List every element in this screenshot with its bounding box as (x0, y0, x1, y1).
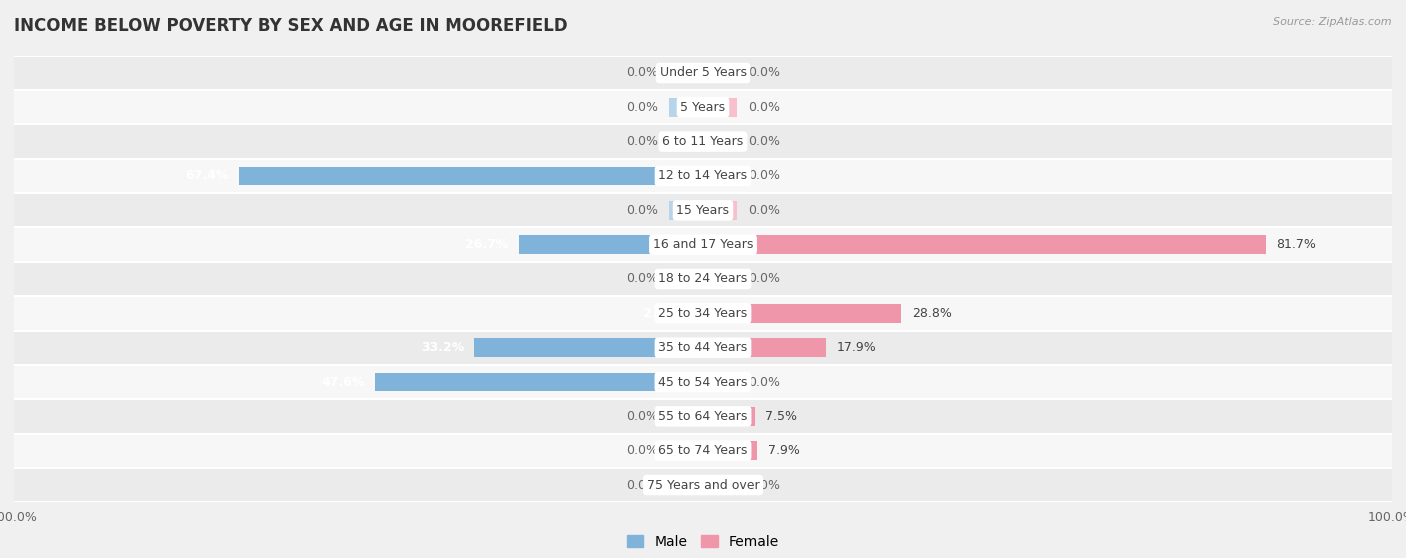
Bar (14, 296, 1392, 330)
Text: 0.0%: 0.0% (748, 170, 780, 182)
Text: 65 to 74 Years: 65 to 74 Years (658, 444, 748, 457)
Text: 0.0%: 0.0% (748, 376, 780, 388)
Bar (14, 228, 1392, 262)
Text: 0.0%: 0.0% (626, 66, 658, 79)
Bar (669, 475, 703, 494)
Text: 0.0%: 0.0% (626, 272, 658, 286)
Bar (14, 262, 1392, 296)
Bar (703, 338, 827, 357)
Text: 67.4%: 67.4% (186, 170, 228, 182)
Bar (669, 407, 703, 426)
Text: 0.0%: 0.0% (748, 135, 780, 148)
Text: 7.5%: 7.5% (765, 410, 797, 423)
Bar (519, 235, 703, 254)
Bar (375, 373, 703, 392)
Text: Under 5 Years: Under 5 Years (659, 66, 747, 79)
Text: 25 to 34 Years: 25 to 34 Years (658, 307, 748, 320)
Text: 0.0%: 0.0% (626, 204, 658, 217)
Text: 28.8%: 28.8% (911, 307, 952, 320)
Bar (14, 90, 1392, 124)
Bar (14, 330, 1392, 365)
Text: 0.0%: 0.0% (748, 66, 780, 79)
Text: 0.0%: 0.0% (626, 444, 658, 457)
Bar (703, 166, 738, 185)
Text: 0.0%: 0.0% (626, 410, 658, 423)
Bar (703, 373, 738, 392)
Text: 75 Years and over: 75 Years and over (647, 479, 759, 492)
Bar (669, 270, 703, 288)
Bar (239, 166, 703, 185)
Text: 6 to 11 Years: 6 to 11 Years (662, 135, 744, 148)
Bar (669, 201, 703, 220)
Text: Source: ZipAtlas.com: Source: ZipAtlas.com (1274, 17, 1392, 27)
Bar (14, 468, 1392, 502)
Bar (703, 98, 738, 117)
Legend: Male, Female: Male, Female (627, 535, 779, 549)
Text: 0.0%: 0.0% (626, 135, 658, 148)
Text: 0.0%: 0.0% (748, 479, 780, 492)
Bar (14, 159, 1392, 193)
Bar (14, 434, 1392, 468)
Bar (703, 475, 738, 494)
Text: 35 to 44 Years: 35 to 44 Years (658, 341, 748, 354)
Text: 0.0%: 0.0% (748, 204, 780, 217)
Text: 2.1%: 2.1% (644, 307, 678, 320)
Text: 0.0%: 0.0% (626, 479, 658, 492)
Bar (669, 98, 703, 117)
Bar (703, 270, 738, 288)
Bar (669, 441, 703, 460)
Text: 0.0%: 0.0% (748, 101, 780, 114)
Bar (14, 124, 1392, 159)
Bar (14, 365, 1392, 399)
Text: 81.7%: 81.7% (1277, 238, 1316, 251)
Bar (703, 201, 738, 220)
Text: 0.0%: 0.0% (748, 272, 780, 286)
Bar (703, 64, 738, 83)
Bar (474, 338, 703, 357)
Text: 18 to 24 Years: 18 to 24 Years (658, 272, 748, 286)
Bar (689, 304, 703, 323)
Text: 16 and 17 Years: 16 and 17 Years (652, 238, 754, 251)
Text: 26.7%: 26.7% (465, 238, 509, 251)
Text: 17.9%: 17.9% (837, 341, 876, 354)
Bar (669, 64, 703, 83)
Text: 45 to 54 Years: 45 to 54 Years (658, 376, 748, 388)
Text: 55 to 64 Years: 55 to 64 Years (658, 410, 748, 423)
Text: INCOME BELOW POVERTY BY SEX AND AGE IN MOOREFIELD: INCOME BELOW POVERTY BY SEX AND AGE IN M… (14, 17, 568, 35)
Bar (703, 441, 758, 460)
Text: 7.9%: 7.9% (768, 444, 800, 457)
Bar (14, 56, 1392, 90)
Text: 15 Years: 15 Years (676, 204, 730, 217)
Bar (669, 132, 703, 151)
Text: 33.2%: 33.2% (420, 341, 464, 354)
Text: 5 Years: 5 Years (681, 101, 725, 114)
Text: 12 to 14 Years: 12 to 14 Years (658, 170, 748, 182)
Bar (703, 304, 901, 323)
Bar (14, 399, 1392, 434)
Bar (703, 407, 755, 426)
Text: 0.0%: 0.0% (626, 101, 658, 114)
Bar (703, 132, 738, 151)
Text: 47.6%: 47.6% (322, 376, 364, 388)
Bar (14, 193, 1392, 228)
Bar (703, 235, 1265, 254)
